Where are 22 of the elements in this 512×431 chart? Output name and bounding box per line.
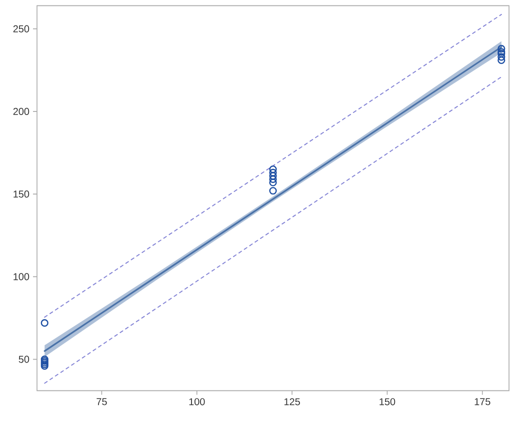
- x-tick-label: 150: [380, 398, 396, 406]
- point: [498, 56, 506, 64]
- point: [269, 165, 277, 174]
- point: [269, 186, 277, 195]
- x-tick-label: 100: [189, 398, 205, 406]
- point: [40, 319, 48, 327]
- point: [498, 44, 506, 52]
- y-tick-label: 200: [13, 108, 30, 115]
- point: [269, 172, 277, 180]
- point: [269, 178, 277, 186]
- point: [269, 175, 277, 183]
- y-tick-label: 50: [18, 356, 30, 363]
- point: [498, 53, 506, 61]
- x-tick-label: 75: [96, 398, 107, 406]
- y-tick-label: 250: [13, 25, 30, 32]
- x-tick-label: 175: [474, 398, 490, 406]
- y-tick-label: 150: [14, 190, 30, 198]
- point: [40, 360, 48, 368]
- point: [269, 168, 277, 176]
- point: [40, 362, 48, 370]
- y-tick-label: 100: [14, 273, 30, 280]
- x-tick-label: 125: [284, 398, 300, 406]
